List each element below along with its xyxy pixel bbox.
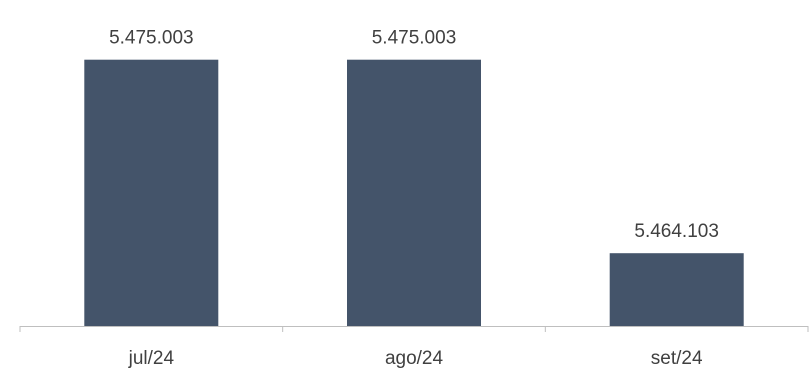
x-tick-label: set/24 <box>651 348 703 369</box>
bars-group <box>84 59 744 326</box>
x-axis: jul/24 ago/24 set/24 <box>19 326 809 369</box>
data-label: 5.464.103 <box>634 221 719 242</box>
x-axis-tick-labels: jul/24 ago/24 set/24 <box>128 348 703 369</box>
bar-ago-24 <box>347 59 481 326</box>
bar-jul-24 <box>84 59 219 326</box>
data-labels-group: 5.475.003 5.475.003 5.464.103 <box>109 28 719 242</box>
bar-set-24 <box>609 253 744 326</box>
data-label: 5.475.003 <box>372 28 457 49</box>
x-tick-label: jul/24 <box>128 348 175 369</box>
x-axis-ticks <box>19 326 809 332</box>
data-label: 5.475.003 <box>109 28 194 49</box>
x-tick-label: ago/24 <box>385 348 444 369</box>
